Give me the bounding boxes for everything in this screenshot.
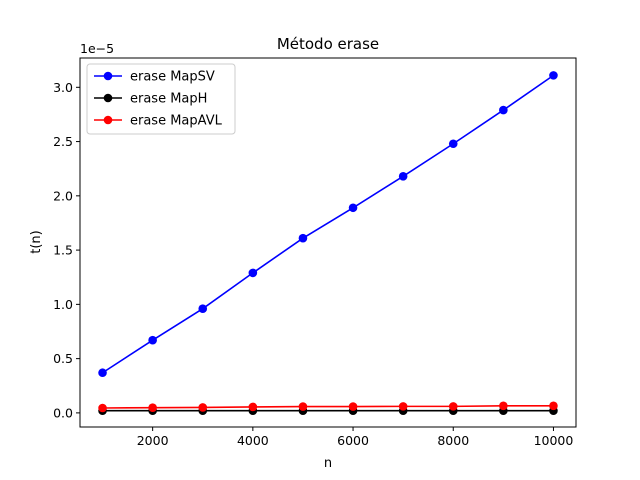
x-tick-label: 6000: [337, 433, 369, 448]
legend-label-1: erase MapH: [130, 92, 207, 107]
y-tick-label: 2.5: [53, 134, 73, 149]
y-tick-label: 2.0: [53, 188, 73, 203]
data-point-2: [148, 403, 157, 412]
y-axis-label: t(n): [29, 230, 44, 253]
data-point-0: [348, 203, 358, 213]
x-tick-label: 2000: [137, 433, 169, 448]
series-layer: [98, 71, 558, 416]
x-tick-label: 4000: [237, 433, 269, 448]
chart-title: Método erase: [277, 35, 379, 53]
y-tick-label: 3.0: [53, 80, 73, 95]
data-point-0: [198, 304, 208, 314]
data-point-2: [298, 402, 308, 411]
legend: erase MapSV erase MapH erase MapAVL: [86, 63, 236, 135]
data-point-0: [148, 335, 157, 345]
legend-marker-1: [103, 93, 113, 103]
x-axis-label: n: [324, 456, 332, 471]
data-point-2: [398, 402, 408, 411]
x-tick-label: 10000: [534, 433, 574, 448]
legend-marker-2: [103, 115, 113, 125]
legend-marker-0: [103, 71, 113, 81]
data-point-0: [398, 171, 408, 181]
y-tick-label: 0.0: [53, 405, 73, 420]
data-point-0: [549, 71, 558, 80]
data-point-0: [448, 139, 458, 149]
series-line-2: [102, 405, 554, 409]
y-tick-label: 1.5: [53, 243, 73, 258]
data-point-2: [248, 402, 258, 412]
ticks-layer: 2000 4000 6000 8000 10000 0.0 0.5 1.0 1.5 2.0 2.5 3…: [53, 80, 573, 448]
data-point-2: [348, 402, 358, 411]
plot-frame: [79, 57, 577, 428]
y-offset-label: 1e−5: [80, 41, 114, 56]
data-point-2: [499, 401, 508, 411]
data-point-2: [549, 401, 558, 411]
data-point-2: [448, 402, 458, 411]
data-point-0: [98, 368, 107, 378]
series-line-0: [102, 74, 554, 374]
legend-label-2: erase MapAVL: [130, 114, 223, 129]
y-tick-label: 0.5: [53, 351, 73, 366]
x-tick-label: 8000: [437, 433, 469, 448]
legend-label-0: erase MapSV: [130, 70, 215, 85]
data-point-0: [298, 233, 308, 243]
data-point-2: [198, 403, 208, 412]
data-point-0: [499, 105, 508, 115]
y-tick-label: 1.0: [53, 297, 73, 312]
data-point-2: [98, 403, 107, 413]
legend-box: [86, 63, 236, 135]
data-point-0: [248, 268, 258, 278]
